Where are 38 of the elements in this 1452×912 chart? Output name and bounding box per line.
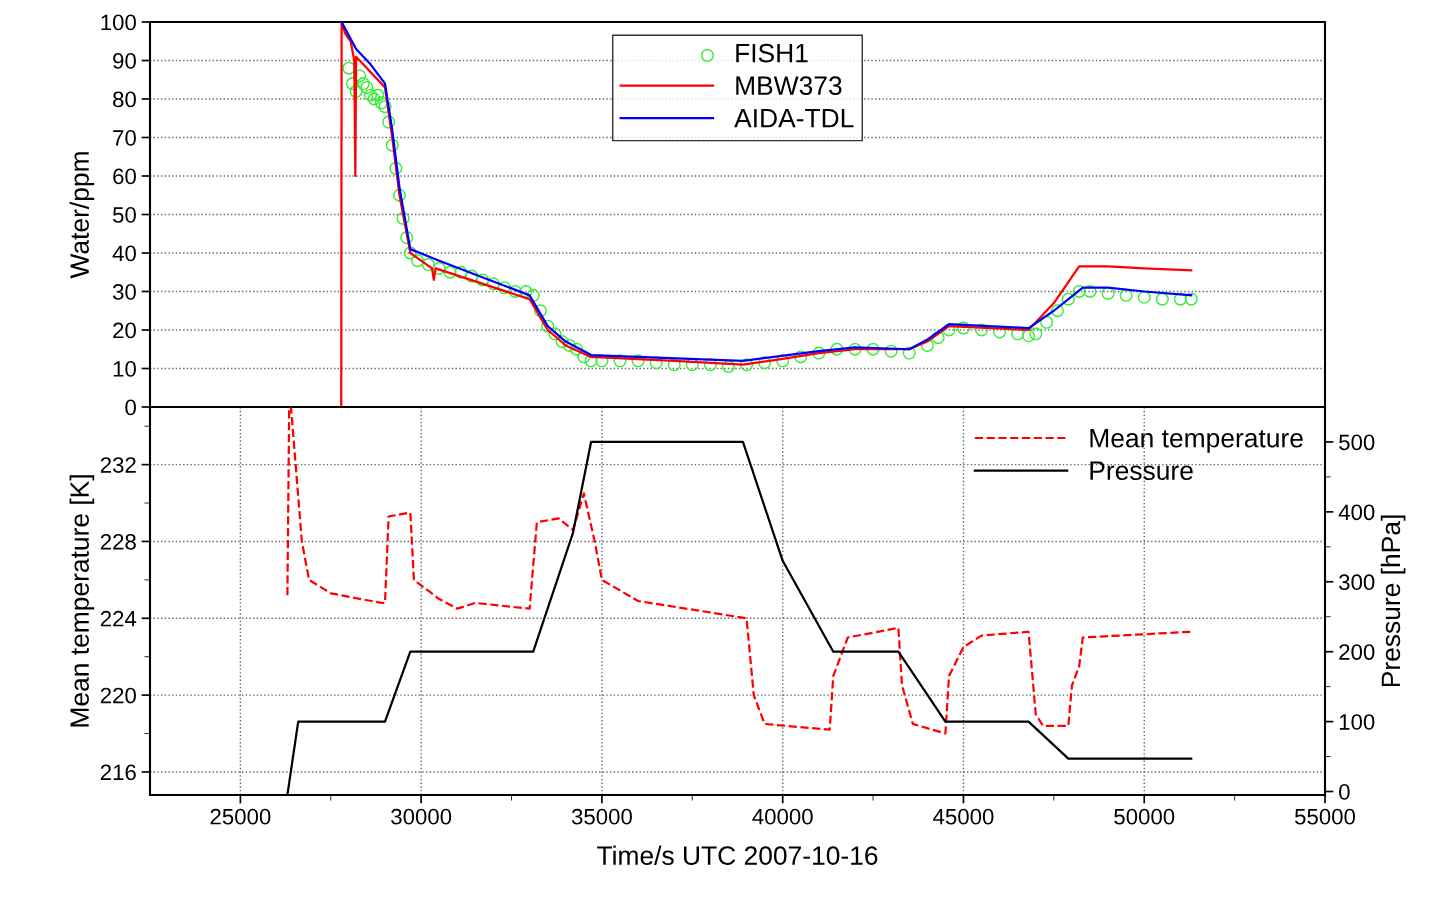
y-tick-label: 216 xyxy=(100,764,136,781)
x-tick-label: 50000 xyxy=(1114,808,1175,825)
y2-tick-label: 400 xyxy=(1338,504,1375,521)
y-tick-label: 50 xyxy=(112,207,136,223)
y-axis-title: Mean temperature [K] xyxy=(69,475,95,727)
y-tick-label: 224 xyxy=(100,610,137,627)
x-tick-label: 25000 xyxy=(210,808,271,825)
legend-label: MBW373 xyxy=(736,76,842,96)
x-tick-label: 55000 xyxy=(1294,808,1356,825)
y-tick-label: 100 xyxy=(101,14,136,31)
x-tick-label: 35000 xyxy=(571,808,632,825)
y2-axis-title: Pressure [hPa] xyxy=(1380,515,1406,687)
y-tick-label: 228 xyxy=(100,533,136,550)
y-tick-label: 0 xyxy=(125,399,136,416)
y-tick-label: 220 xyxy=(100,687,136,704)
legend-label: Pressure xyxy=(1090,461,1193,481)
y-tick-label: 60 xyxy=(113,168,136,185)
y2-tick-label: 500 xyxy=(1339,434,1375,451)
legend-label: FISH1 xyxy=(736,43,808,63)
y-tick-label: 10 xyxy=(113,361,136,377)
legend-label: Mean temperature xyxy=(1090,429,1303,453)
y-axis-title: Water/ppm xyxy=(69,152,95,279)
y2-tick-label: 100 xyxy=(1339,714,1375,730)
y-tick-label: 232 xyxy=(100,457,136,473)
x-axis-title: Time/s UTC 2007-10-16 xyxy=(597,845,878,865)
y-tick-label: 30 xyxy=(112,284,136,300)
y2-tick-label: 200 xyxy=(1339,644,1375,660)
y-tick-label: 90 xyxy=(113,53,136,69)
x-tick-label: 30000 xyxy=(391,808,452,825)
y2-tick-label: 300 xyxy=(1339,574,1375,591)
legend-label: AIDA-TDL xyxy=(734,109,854,128)
x-tick-label: 45000 xyxy=(933,808,994,825)
y-tick-label: 20 xyxy=(113,322,136,339)
y-tick-label: 80 xyxy=(113,91,136,108)
y-tick-label: 70 xyxy=(113,130,136,146)
x-tick-label: 40000 xyxy=(752,808,813,825)
y2-tick-label: 0 xyxy=(1339,784,1350,800)
y-tick-label: 40 xyxy=(112,245,136,262)
